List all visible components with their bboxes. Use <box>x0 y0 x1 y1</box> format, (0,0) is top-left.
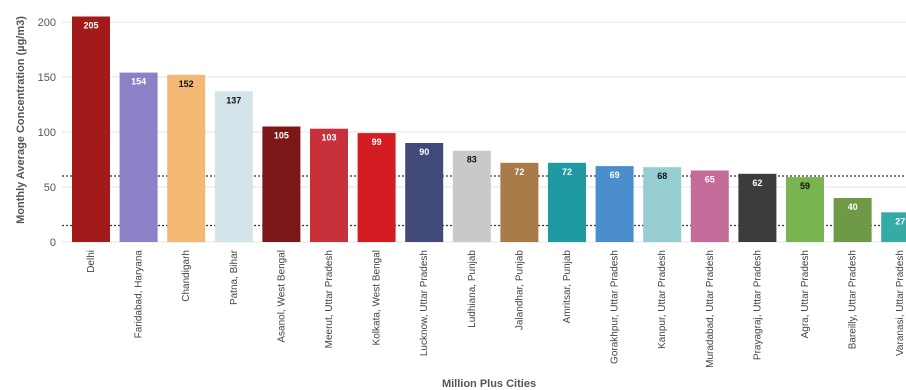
bar <box>167 74 206 242</box>
x-tick-label: Kanpur, Uttar Pradesh <box>657 250 668 349</box>
data-label: 65 <box>705 175 715 185</box>
x-tick-label: Asanol, West Bengal <box>276 250 287 343</box>
data-label: 59 <box>800 181 810 191</box>
bar <box>500 162 539 242</box>
y-tick-label: 50 <box>44 182 56 194</box>
bar <box>690 170 729 242</box>
data-label: 105 <box>274 131 289 141</box>
bar <box>833 198 872 242</box>
data-label: 69 <box>610 170 620 180</box>
bar <box>881 212 906 242</box>
bar <box>119 72 158 242</box>
y-tick-label: 0 <box>50 237 56 249</box>
x-axis: Delhi Faridabad, Haryana Chandigarh Patna, … <box>86 249 906 368</box>
x-tick-label: Amritsar, Punjab <box>562 250 573 324</box>
bar <box>738 173 777 242</box>
x-tick-label: Gorakhpur, Uttar Pradesh <box>610 250 621 364</box>
x-tick-label: Prayagraj, Uttar Pradesh <box>752 250 763 360</box>
bar <box>786 177 824 242</box>
x-tick-label: Bareilly, Uttar Pradesh <box>848 250 859 349</box>
y-tick-label: 200 <box>38 17 56 29</box>
data-label: 68 <box>657 171 667 181</box>
bar <box>72 16 110 242</box>
data-label: 154 <box>131 77 146 87</box>
data-label: 90 <box>419 147 429 157</box>
y-axis-title: Monthly Average Concentration (µg/m3) <box>15 16 27 224</box>
data-label: 103 <box>321 133 336 143</box>
x-tick-label: Lucknow, Uttar Pradesh <box>419 250 430 356</box>
bars <box>72 16 906 242</box>
bar <box>357 133 396 242</box>
bar <box>214 91 253 242</box>
x-tick-label: Meerut, Uttar Pradesh <box>324 250 335 348</box>
bar <box>262 126 301 242</box>
data-label: 40 <box>848 202 858 212</box>
x-tick-label: Delhi <box>86 250 97 273</box>
data-label: 83 <box>467 155 477 165</box>
data-label: 72 <box>562 167 572 177</box>
data-label: 152 <box>179 79 194 89</box>
x-axis-title: Million Plus Cities <box>442 378 536 390</box>
bar <box>310 128 348 242</box>
bar <box>595 166 634 242</box>
data-label: 205 <box>83 21 98 31</box>
x-tick-label: Agra, Uttar Pradesh <box>800 250 811 338</box>
bar <box>643 167 682 242</box>
data-label: 62 <box>752 178 762 188</box>
bar <box>548 162 586 242</box>
data-label: 27 <box>895 216 905 226</box>
x-tick-label: Varanasi, Uttar Pradesh <box>895 250 906 356</box>
x-tick-label: Kolkata, West Bengal <box>372 250 383 345</box>
bar <box>405 143 444 242</box>
y-tick-label: 100 <box>38 127 56 139</box>
data-label: 72 <box>514 167 524 177</box>
y-tick-label: 150 <box>38 72 56 84</box>
data-labels: 205 154 152 137 105 103 99 90 83 72 72 69 68 65 62 59 40… <box>83 21 905 227</box>
x-tick-label: Patna, Bihar <box>229 249 240 305</box>
data-label: 137 <box>226 95 241 105</box>
data-label: 99 <box>372 137 382 147</box>
x-tick-label: Ludhiana, Punjab <box>467 250 478 328</box>
x-tick-label: Muradabad, Uttar Pradesh <box>705 250 716 368</box>
bar <box>452 150 491 242</box>
x-tick-label: Faridabad, Haryana <box>134 250 145 339</box>
x-tick-label: Chandigarh <box>181 250 192 302</box>
x-tick-label: Jalandhar, Punjab <box>514 250 525 331</box>
y-axis: 0 50 100 150 200 <box>38 17 56 249</box>
